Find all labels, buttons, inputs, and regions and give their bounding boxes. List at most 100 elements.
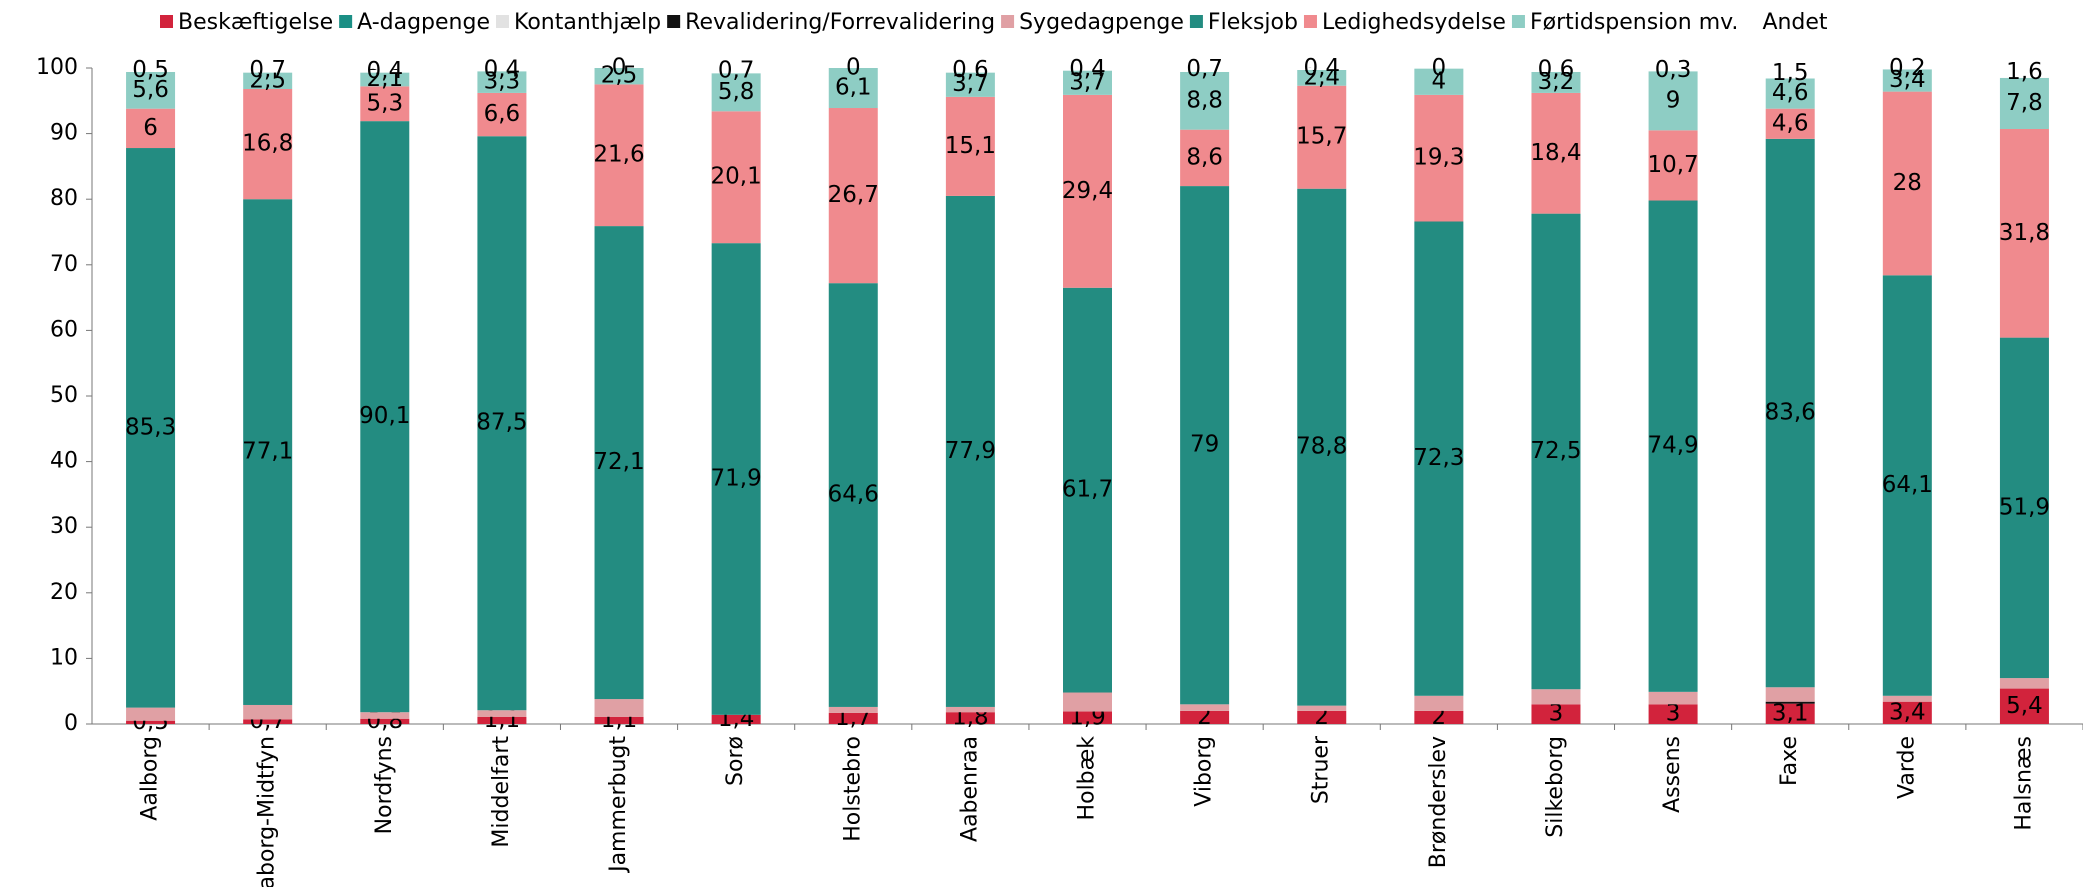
value-label: 5,8	[718, 79, 755, 105]
y-tick-label: 20	[50, 580, 78, 605]
value-label: 6	[143, 115, 158, 141]
value-label: 77,9	[945, 438, 996, 464]
value-label: 0,7	[249, 57, 286, 83]
bar-segment	[1882, 68, 1932, 70]
bar-segment	[711, 68, 761, 74]
bar-segment	[360, 69, 410, 73]
value-label: 6,6	[484, 101, 521, 127]
bar-segment	[1063, 94, 1112, 288]
value-label: 29,4	[1062, 178, 1113, 204]
bar-segment	[945, 712, 995, 724]
bar-segment	[1414, 695, 1464, 711]
bar-segment	[1648, 704, 1698, 724]
legend-label: Sygedagpenge	[1019, 10, 1184, 35]
legend-swatch	[667, 15, 681, 28]
bar-segment	[1063, 287, 1112, 693]
bar-segment	[1648, 130, 1698, 201]
y-tick-label: 50	[50, 383, 78, 408]
bar-segment	[1531, 704, 1581, 724]
bar-segment	[945, 96, 995, 196]
value-label: 74,9	[1647, 433, 1698, 459]
bar-segment	[1882, 695, 1932, 702]
value-label: 72,3	[1413, 445, 1464, 471]
bar-segment	[594, 716, 644, 724]
value-label: 0,5	[132, 57, 169, 83]
bar-segment	[711, 73, 761, 112]
bar-segment	[1063, 711, 1112, 724]
y-tick-label: 40	[50, 449, 78, 474]
value-label: 1,5	[1772, 60, 1809, 86]
y-tick-label: 60	[50, 317, 78, 342]
value-label: 61,7	[1062, 477, 1113, 503]
bar-segment	[945, 68, 995, 73]
bar-segment	[1063, 692, 1112, 712]
bar-segment	[126, 68, 176, 72]
x-tick-label: Aalborg	[138, 736, 163, 821]
bar-segment	[1648, 69, 1698, 72]
value-label: 3,2	[1538, 69, 1575, 95]
value-label: 0,4	[484, 56, 521, 82]
legend-swatch	[1001, 15, 1015, 28]
x-tick-label: Brønderslev	[1426, 736, 1451, 868]
x-tick-label: Faxe	[1777, 736, 1802, 786]
value-label: 87,5	[476, 410, 527, 436]
x-tick-label: Jammerbugt	[606, 736, 631, 874]
value-label: 79	[1190, 432, 1219, 458]
bar-segment	[1414, 94, 1464, 222]
bar-segment	[1297, 710, 1347, 724]
bar-segment	[1999, 337, 2049, 679]
value-label: 6,1	[835, 75, 872, 101]
bar-segment	[1180, 186, 1230, 705]
legend-swatch	[1189, 15, 1203, 28]
bar-segment	[1999, 77, 2049, 130]
value-label: 64,6	[828, 482, 879, 508]
bar-segment	[1531, 92, 1581, 214]
bar-segment	[1999, 129, 2049, 338]
bar-segment	[1882, 69, 1932, 92]
bar-segment	[1414, 221, 1464, 696]
legend-swatch	[496, 15, 509, 28]
value-label: 21,6	[593, 142, 644, 168]
value-label: 2,5	[601, 63, 638, 89]
bar-segment	[477, 71, 527, 93]
bar-segment	[828, 712, 878, 724]
value-label: 8,8	[1186, 87, 1223, 113]
bar-segment	[1648, 200, 1698, 692]
x-tick-label: Viborg	[1192, 736, 1217, 807]
bar-segment	[1531, 689, 1581, 705]
bar-segment	[243, 199, 293, 705]
value-label: 3,1	[1772, 700, 1809, 726]
bar-segment	[1297, 85, 1347, 189]
value-label: 0,6	[1538, 56, 1575, 82]
bar-segment	[243, 68, 293, 73]
bar-segment	[243, 88, 293, 200]
bar-segment	[477, 136, 527, 711]
bar-segment	[1882, 701, 1932, 724]
value-label: 3,3	[484, 69, 521, 95]
bar-segment	[1882, 275, 1932, 696]
bar-segment	[1882, 91, 1932, 276]
bar-segment	[1765, 78, 1815, 109]
value-label: 8,6	[1186, 144, 1223, 170]
bar-segment	[1531, 71, 1581, 93]
legend-swatch	[160, 15, 173, 28]
value-label: 3,4	[1889, 67, 1926, 93]
bar-segment	[1414, 710, 1464, 724]
bar-segment	[1180, 67, 1230, 72]
bar-segment	[1999, 678, 2049, 689]
value-label: 5,3	[367, 90, 404, 116]
value-label: 77,1	[242, 439, 293, 465]
value-label: 15,7	[1296, 124, 1347, 150]
bar-segment	[711, 243, 761, 715]
bar-segment	[360, 718, 410, 724]
y-tick-label: 100	[36, 55, 78, 80]
value-label: 78,8	[1296, 434, 1347, 460]
bar-segment	[477, 716, 527, 724]
bar-segment	[828, 68, 878, 109]
value-label: 10,7	[1647, 152, 1698, 178]
value-label: 0,7	[718, 57, 755, 83]
value-label: 90,1	[359, 403, 410, 429]
bar-segment	[945, 72, 995, 97]
y-tick-label: 10	[50, 645, 78, 670]
y-tick-label: 0	[64, 711, 78, 736]
